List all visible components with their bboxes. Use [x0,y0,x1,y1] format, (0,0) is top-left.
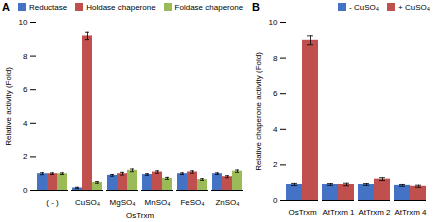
svg-text:OsTrxm: OsTrxm [288,208,316,217]
svg-text:AtTrxm 1: AtTrxm 1 [322,208,355,217]
svg-text:8: 8 [23,52,28,61]
svg-text:MgSO₄: MgSO₄ [110,198,136,207]
svg-text:2: 2 [23,152,28,161]
svg-text:FeSO₄: FeSO₄ [180,198,204,207]
svg-text:CuSO₄: CuSO₄ [75,198,100,207]
html-text:B: B [252,1,260,13]
svg-text:4: 4 [23,119,28,128]
svg-text:10: 10 [269,18,278,27]
svg-text:OsTrxm: OsTrxm [126,211,154,220]
svg-text:AtTrxm 2: AtTrxm 2 [358,208,391,217]
svg-text:( - ): ( - ) [46,198,59,207]
svg-text:AtTrxm 4: AtTrxm 4 [394,208,427,217]
svg-text:2: 2 [273,160,278,169]
svg-text:4: 4 [273,125,278,134]
svg-text:6: 6 [273,89,278,98]
html-text:Foldase chaperone: Foldase chaperone [174,2,244,12]
svg-text:0: 0 [273,196,278,205]
svg-text:Relative activity (Fold): Relative activity (Fold) [4,67,13,146]
html-text:+ CuSO₄: + CuSO₄ [398,2,430,12]
svg-text:MnSO₄: MnSO₄ [145,198,171,207]
html-text:Reductase: Reductase [29,2,68,12]
html-text:A: A [2,1,10,13]
svg-text:0: 0 [23,186,28,195]
html-text:- CuSO₄: - CuSO₄ [349,2,379,12]
svg-text:8: 8 [273,54,278,63]
svg-text:6: 6 [23,85,28,94]
svg-text:ZnSO₄: ZnSO₄ [215,198,239,207]
svg-text:Relative chaperone activity (F: Relative chaperone activity (Fold) [254,52,263,171]
html-text:Holdase chaperone: Holdase chaperone [86,2,156,12]
svg-text:10: 10 [19,18,28,27]
